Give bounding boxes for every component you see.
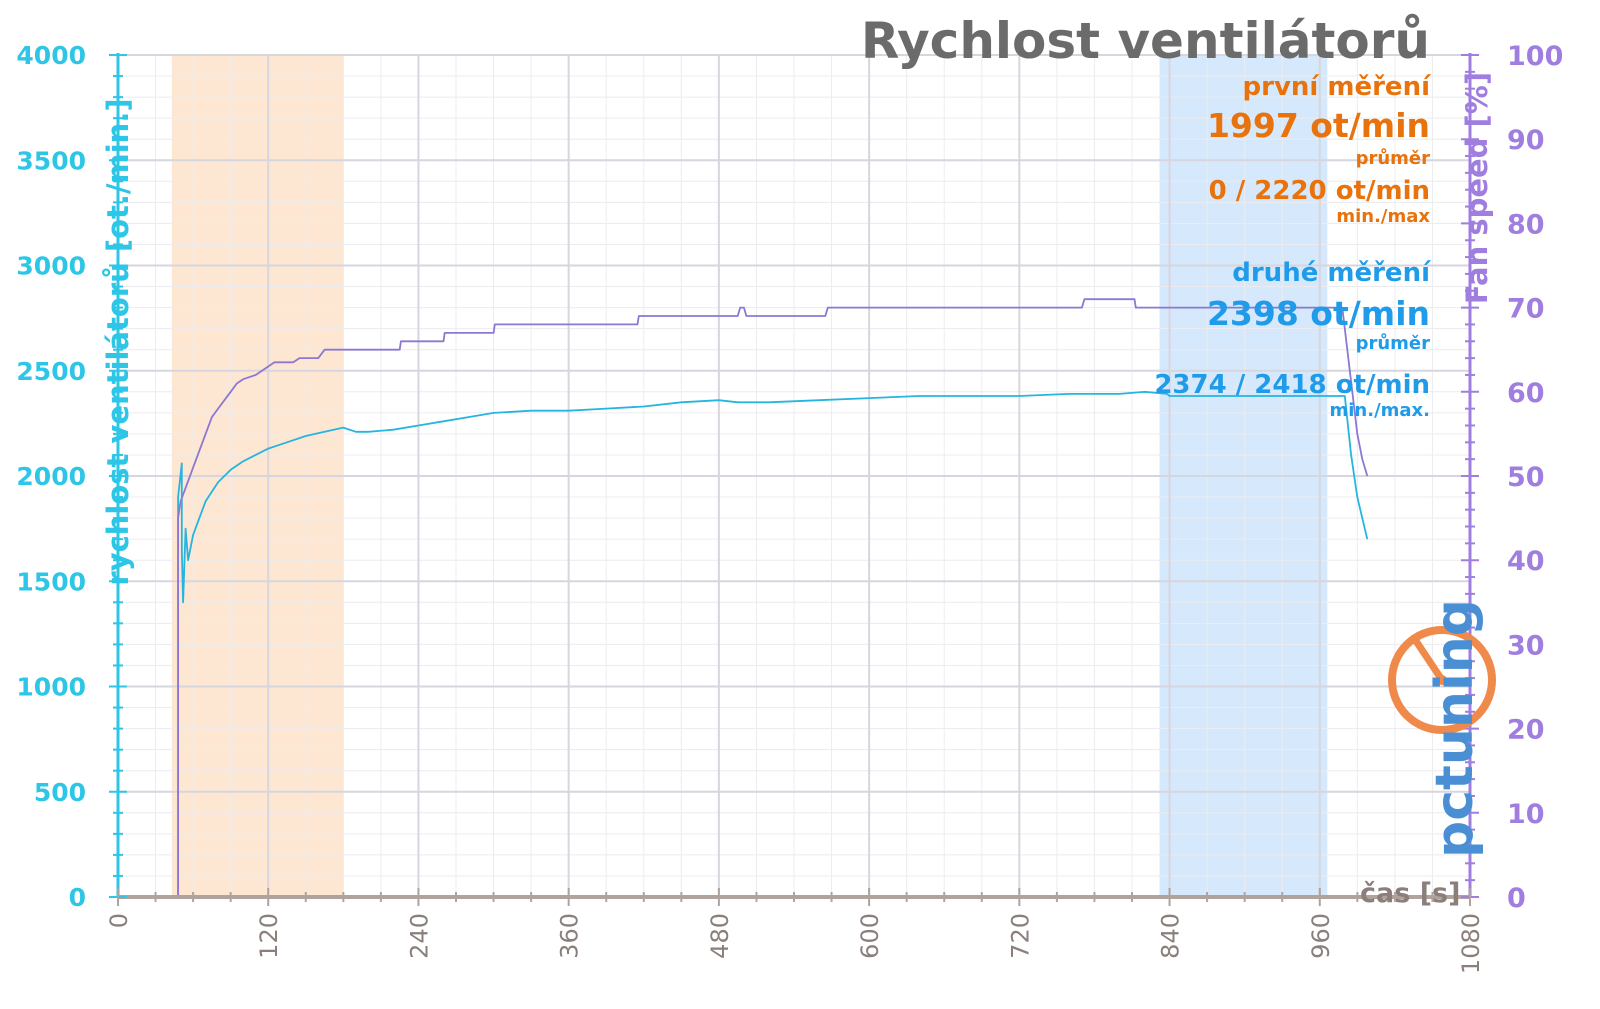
second-measurement-minmax: 2374 / 2418 ot/min [1154, 370, 1430, 400]
y-tick-label: 3000 [16, 252, 86, 281]
x-tick-label: 360 [556, 913, 584, 959]
second-measurement-minmax-label: min./max. [1329, 400, 1430, 421]
x-tick-label: 480 [706, 913, 734, 959]
y-tick-label: 500 [34, 778, 86, 807]
y2-axis-label: Fan speed [%] [1460, 71, 1494, 305]
y2-tick-label: 30 [1507, 630, 1545, 661]
y2-tick-label: 10 [1507, 799, 1545, 830]
gauge-needle-icon [1410, 634, 1446, 684]
y-tick-label: 2000 [16, 462, 86, 491]
second-measurement-avg: 2398 ot/min [1206, 294, 1430, 333]
y-tick-label: 1000 [16, 673, 86, 702]
first-measurement-minmax: 0 / 2220 ot/min [1208, 176, 1430, 206]
x-tick-label: 840 [1157, 913, 1185, 959]
first-measurement-avg-label: průměr [1355, 148, 1430, 169]
y-tick-label: 2500 [16, 357, 86, 386]
series-line-1 [118, 390, 1369, 898]
second-measurement-label: druhé měření [1232, 258, 1430, 288]
series-line-2 [118, 298, 1369, 898]
y-tick-label: 3500 [16, 146, 86, 175]
first-measurement-avg: 1997 ot/min [1206, 106, 1430, 145]
data-series [118, 298, 1369, 898]
y2-tick-label: 70 [1507, 294, 1545, 325]
y-axis-label: rychlost ventilátorů [ot./min.] [101, 98, 135, 586]
y-tick-label: 1500 [16, 567, 86, 596]
first-measurement-label: první měření [1242, 72, 1430, 102]
logo-wordmark-icon: pctuning [1425, 600, 1485, 858]
gauge-icon [1388, 626, 1496, 734]
x-tick-label: 960 [1307, 913, 1335, 959]
y-tick-label: 0 [69, 883, 86, 912]
y2-tick-label: 50 [1507, 462, 1545, 493]
x-axis-label: čas [s] [1360, 878, 1461, 909]
y2-tick-label: 60 [1507, 378, 1545, 409]
x-tick-label: 0 [105, 913, 133, 928]
y2-tick-label: 90 [1507, 125, 1545, 156]
y2-tick-label: 20 [1507, 715, 1545, 746]
x-tick-labels: 0 120 240 360 480 600 720 840 960 1080 [105, 913, 1485, 974]
chart-title: Rychlost ventilátorů [860, 12, 1430, 70]
y-tick-labels: 0 500 1000 1500 2000 2500 3000 3500 4000 [16, 41, 86, 912]
y2-tick-label: 100 [1507, 41, 1563, 72]
x-tick-label: 600 [856, 913, 884, 959]
y2-tick-label: 80 [1507, 209, 1545, 240]
x-tick-label: 1080 [1457, 913, 1485, 974]
pctuning-logo: pctuning [1388, 600, 1496, 858]
y2-tick-label: 0 [1507, 883, 1526, 914]
axes [109, 53, 1479, 906]
x-tick-label: 120 [255, 913, 283, 959]
x-tick-label: 720 [1006, 913, 1034, 959]
first-measurement-minmax-label: min./max [1336, 206, 1430, 227]
y2-tick-label: 40 [1507, 546, 1545, 577]
second-measurement-avg-label: průměr [1355, 333, 1430, 354]
x-tick-label: 240 [405, 913, 433, 959]
y-tick-label: 4000 [16, 41, 86, 70]
y2-tick-labels: 0 10 20 30 40 50 60 70 80 90 100 [1507, 41, 1563, 914]
